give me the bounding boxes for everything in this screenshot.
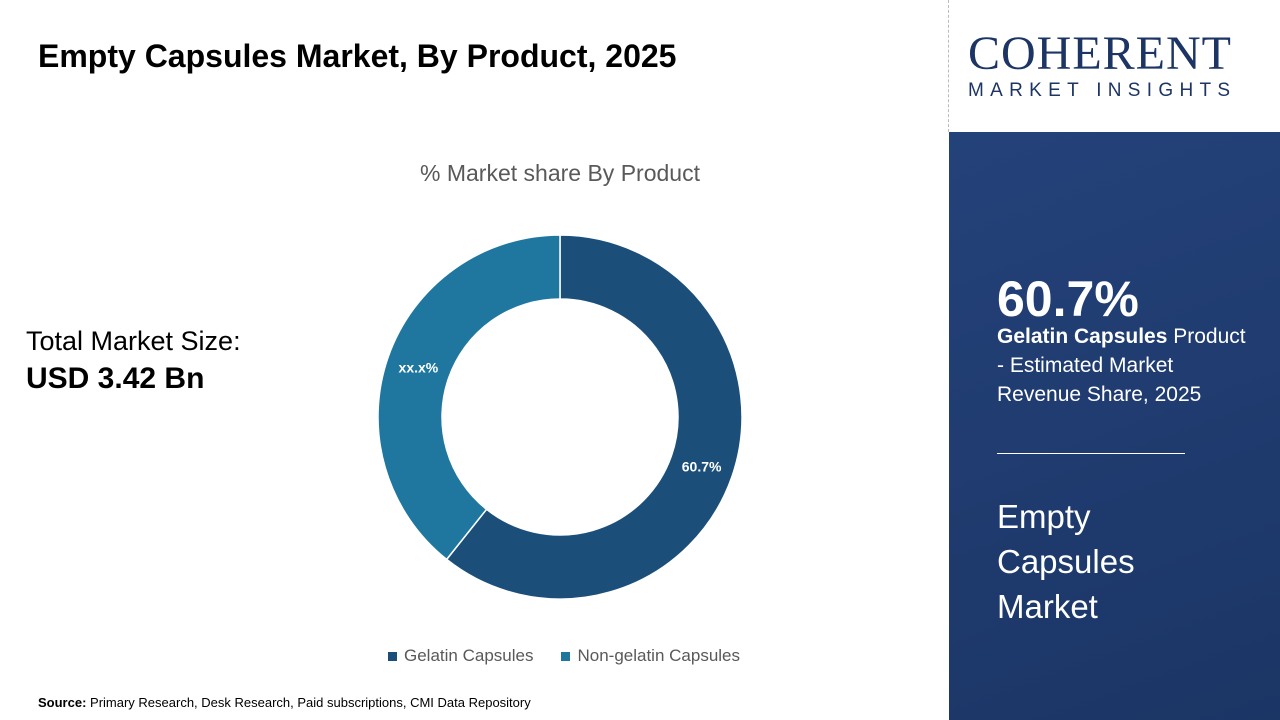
donut-chart: 60.7% xx.x% [377,234,743,600]
logo: COHERENT MARKET INSIGHTS [968,30,1258,102]
legend-swatch [388,652,397,661]
highlight-desc-text: Product - Estimated Market Revenue Share… [997,325,1246,406]
source-label: Source: [38,695,87,710]
legend-label: Non-gelatin Capsules [577,646,741,665]
legend: Gelatin Capsules Non-gelatin Capsules [388,646,740,666]
legend-swatch [561,652,571,661]
highlight-percent: 60.7% [997,271,1139,327]
source-text: Primary Research, Desk Research, Paid su… [86,695,531,710]
highlight-segment: Gelatin Capsules [997,325,1168,348]
chart-title: % Market share By Product [420,160,700,186]
highlight-description: Gelatin Capsules Product - Estimated Mar… [997,322,1257,409]
donut-slice-1 [377,234,561,561]
legend-label: Gelatin Capsules [404,646,534,665]
data-label: xx.x% [399,360,439,376]
data-label: 60.7% [682,458,722,474]
source-note: Source: Primary Research, Desk Research,… [38,695,531,710]
legend-item-non-gelatin: Non-gelatin Capsules [561,646,740,666]
total-market-label: Total Market Size: [26,326,241,356]
donut-slice-0 [445,234,743,600]
market-name: Empty Capsules Market [997,498,1135,625]
divider [948,0,949,132]
panel-divider [997,453,1185,454]
highlight-panel: 60.7% Gelatin Capsules Product - Estimat… [949,132,1280,720]
total-market-value: USD 3.42 Bn [26,362,205,395]
logo-tagline: MARKET INSIGHTS [968,80,1237,101]
page-title: Empty Capsules Market, By Product, 2025 [38,38,677,74]
legend-item-gelatin: Gelatin Capsules [388,646,533,666]
logo-name: COHERENT [968,27,1232,80]
